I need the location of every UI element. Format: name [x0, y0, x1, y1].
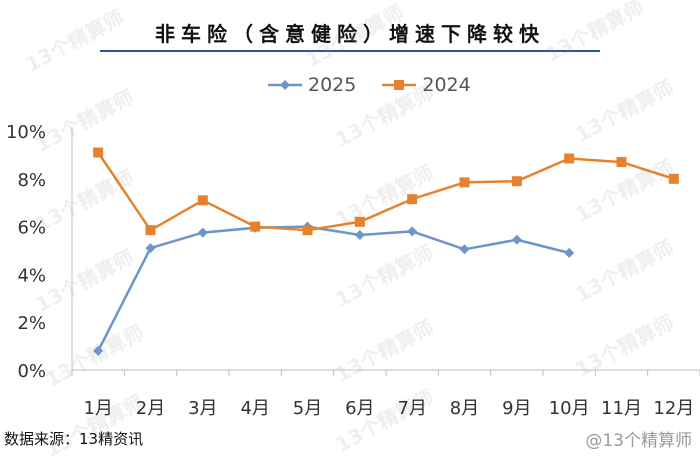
x-tick-label: 5月 [293, 398, 322, 419]
data-point-2025 [511, 234, 522, 245]
y-tick-label: 0% [17, 361, 46, 382]
x-tick-label: 6月 [345, 398, 374, 419]
legend-swatch-2024 [382, 80, 417, 90]
title-underline [100, 50, 600, 52]
x-tick-label: 11月 [601, 398, 642, 419]
series-line-2024 [97, 151, 675, 232]
y-tick-label: 4% [17, 265, 46, 286]
data-point-2024 [145, 225, 156, 236]
x-tick-label: 2月 [136, 398, 165, 419]
chart-legend: 2025 2024 [268, 74, 471, 96]
x-tick-label: 12月 [653, 398, 694, 419]
data-point-2024 [407, 194, 418, 205]
x-tick-label: 7月 [397, 398, 426, 419]
y-tick-label: 8% [17, 170, 46, 191]
data-point-2024 [511, 176, 522, 187]
data-point-2025 [197, 227, 208, 238]
series-line-2025 [97, 225, 570, 352]
x-tick-label: 3月 [188, 398, 217, 419]
data-point-2024 [354, 216, 365, 227]
legend-swatch-2025 [268, 80, 302, 90]
x-tick-label: 10月 [549, 398, 590, 419]
data-point-2024 [564, 153, 575, 164]
data-point-2025 [145, 243, 156, 254]
data-point-2024 [250, 221, 261, 232]
data-point-2025 [407, 226, 418, 237]
credit-watermark: @13个精算师 [585, 431, 692, 451]
legend-label-2024: 2024 [422, 74, 471, 96]
data-point-2024 [668, 173, 679, 184]
y-tick-label: 2% [17, 313, 46, 334]
chart-title: 非车险（含意健险）增速下降较快 [155, 22, 545, 46]
data-point-2025 [93, 345, 104, 356]
data-point-2024 [93, 147, 104, 158]
data-point-2025 [564, 247, 575, 258]
y-tick-label: 6% [17, 218, 46, 239]
legend-item-2024: 2024 [382, 74, 471, 96]
legend-item-2025: 2025 [268, 74, 356, 96]
data-point-2024 [197, 195, 208, 206]
data-point-2025 [459, 244, 470, 255]
x-tick-label: 1月 [83, 398, 112, 419]
x-tick-label: 4月 [240, 398, 269, 419]
data-point-2024 [459, 177, 470, 188]
y-tick-label: 10% [6, 122, 46, 143]
legend-label-2025: 2025 [308, 74, 357, 96]
data-source-note: 数据来源：13精资讯 [4, 430, 144, 448]
data-point-2025 [354, 229, 365, 240]
data-point-2024 [616, 157, 627, 168]
x-tick-label: 8月 [450, 398, 479, 419]
data-point-2024 [302, 225, 313, 236]
x-tick-label: 9月 [502, 398, 531, 419]
